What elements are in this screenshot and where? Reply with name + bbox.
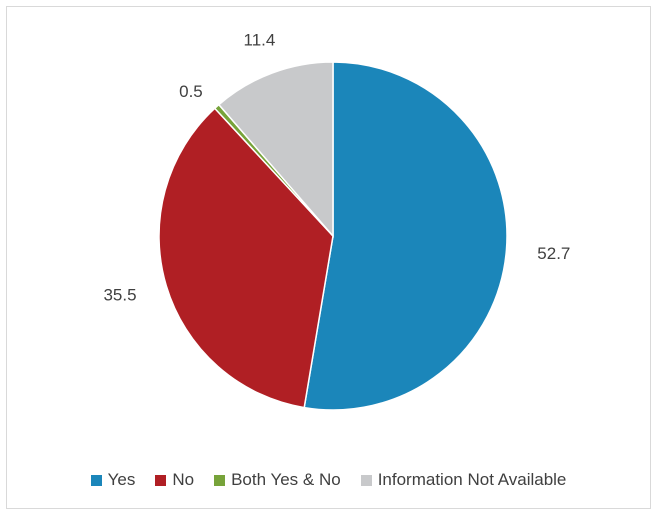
pie-slices <box>158 61 508 411</box>
legend-swatch-na <box>360 474 372 486</box>
data-label-both: 0.5 <box>179 82 203 101</box>
legend-item-both: Both Yes & No <box>214 470 341 490</box>
legend-swatch-no <box>155 474 167 486</box>
legend-item-no: No <box>155 470 194 490</box>
legend-item-yes: Yes <box>90 470 136 490</box>
data-label-no: 35.5 <box>103 286 136 305</box>
legend-swatch-yes <box>90 474 102 486</box>
legend-label-both: Both Yes & No <box>231 470 341 489</box>
legend: Yes No Both Yes & No Information Not Ava… <box>0 470 657 490</box>
data-label-na: 11.4 <box>244 30 276 49</box>
pie-slice-yes <box>303 61 508 411</box>
pie-slice-no <box>158 107 334 409</box>
data-label-yes: 52.7 <box>537 244 570 263</box>
legend-swatch-both <box>214 474 226 486</box>
pie-slice-na <box>217 61 334 239</box>
legend-label-no: No <box>172 470 195 489</box>
legend-label-yes: Yes <box>107 470 136 489</box>
pie-data-labels: 52.7 35.5 0.5 11.4 <box>103 30 570 304</box>
legend-item-na: Information Not Available <box>360 470 567 490</box>
legend-label-na: Information Not Available <box>377 470 567 489</box>
